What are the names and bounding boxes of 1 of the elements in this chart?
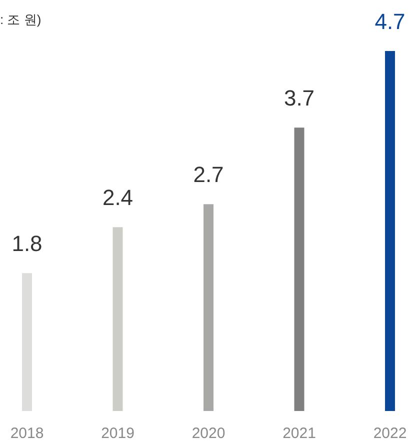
title: : 조 원) (0, 12, 42, 27)
